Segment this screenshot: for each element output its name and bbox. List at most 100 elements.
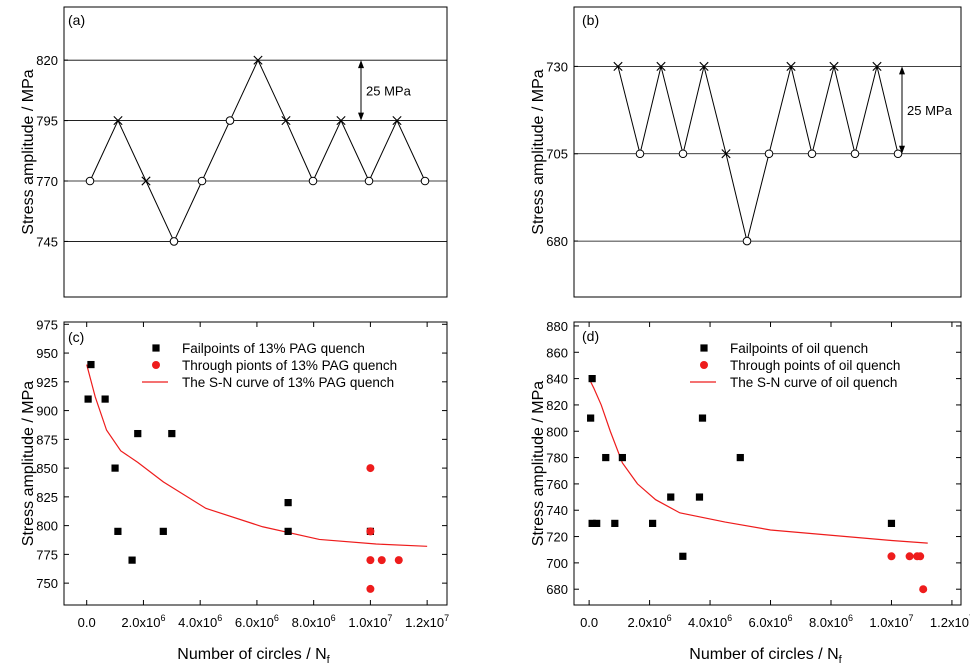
fail-point [588, 375, 596, 383]
y-axis-title: Stress amplitude / MPa [530, 381, 547, 547]
fail-point [284, 527, 292, 535]
through-point [377, 556, 386, 565]
y-tick-label: 775 [36, 547, 58, 562]
fail-point [159, 527, 167, 535]
failure-marker [656, 61, 666, 71]
legend-label: The S-N curve of 13% PAG quench [182, 375, 394, 390]
y-tick-label: 680 [546, 234, 568, 249]
fail-point [588, 519, 596, 527]
y-tick-label: 900 [36, 404, 58, 419]
runout-marker [85, 176, 95, 186]
sn-curve [86, 364, 428, 547]
legend-circle-swatch [700, 361, 708, 369]
y-tick-label: 700 [546, 556, 568, 571]
fail-point [736, 453, 744, 462]
failure-marker [253, 55, 263, 65]
y-tick-label: 730 [546, 59, 568, 74]
legend: Failpoints of 13% PAG quench Through pion… [142, 341, 397, 390]
arrow-down-icon [358, 112, 364, 121]
arrow-up-icon [358, 60, 364, 69]
x-tick-label: 1.0x107 [869, 613, 913, 630]
through-point [905, 552, 914, 561]
panel-label: (c) [68, 329, 84, 345]
fail-point [679, 552, 687, 560]
y-tick-label: 740 [546, 503, 568, 518]
staircase-panel-b: 680 705 730 (b) Stress amplitude / MPa 25 MPa [530, 6, 962, 298]
x-tick-label: 0.0 [78, 615, 96, 630]
through-point [887, 552, 896, 561]
runout-marker [850, 149, 860, 159]
arrow-down-icon [899, 145, 905, 154]
y-tick-label: 795 [36, 114, 58, 129]
x-tick-label: 6.0x106 [748, 613, 792, 630]
runout-marker [635, 149, 645, 159]
fail-point [695, 493, 704, 501]
y-axis-title: Stress amplitude / MPa [20, 381, 37, 547]
fail-point [698, 414, 707, 422]
runout-marker [807, 149, 817, 159]
x-tick-label: 1.2x107 [930, 613, 970, 630]
runout-marker [225, 116, 235, 125]
runout-marker [420, 176, 430, 186]
panel-label: (a) [68, 12, 85, 28]
failure-marker [829, 61, 839, 71]
y-tick-label: 705 [546, 147, 568, 162]
annotation-label: 25 MPa [366, 83, 412, 98]
fail-point [101, 395, 109, 403]
fail-point [168, 429, 176, 438]
y-tick-label: 925 [36, 375, 58, 390]
y-tick-label: 880 [546, 319, 568, 334]
plot-frame [63, 321, 448, 606]
fail-point [887, 519, 896, 527]
y-tick-label: 975 [36, 317, 58, 332]
fail-point [611, 519, 619, 527]
runout-marker [197, 176, 207, 186]
through-point [394, 556, 403, 565]
y-tick-label: 875 [36, 432, 58, 447]
fail-point [667, 493, 675, 501]
failure-marker [336, 115, 346, 126]
failure-marker [141, 176, 151, 186]
arrow-up-icon [899, 66, 905, 75]
through-point [919, 585, 928, 594]
legend-label: Failpoints of oil quench [730, 341, 868, 356]
fail-point [111, 464, 119, 472]
fail-point [587, 414, 595, 422]
legend-circle-swatch [152, 361, 160, 369]
failure-marker [113, 115, 123, 126]
fail-point [114, 527, 122, 535]
fail-point [134, 429, 142, 438]
through-point [916, 552, 925, 561]
plot-frame [573, 6, 962, 298]
failure-marker [613, 61, 623, 71]
y-tick-label: 840 [546, 372, 568, 387]
y-tick-label: 800 [546, 424, 568, 439]
panel-label: (d) [582, 328, 599, 344]
failure-marker [281, 115, 291, 126]
y-tick-label: 750 [36, 576, 58, 591]
x-tick-label: 0.0 [580, 615, 598, 630]
fail-point [87, 360, 95, 369]
scatter-panel-d: (d) 680 700 720 740 760 780 800 820 840 860 880 0.0 2… [530, 319, 970, 666]
y-tick-label: 820 [546, 398, 568, 413]
legend-label: Through points of oil quench [730, 358, 900, 373]
y-tick-label: 760 [546, 477, 568, 492]
y-tick-label: 720 [546, 530, 568, 545]
y-tick-label: 950 [36, 346, 58, 361]
failure-marker [721, 149, 731, 159]
runout-marker [742, 236, 752, 246]
y-tick-label: 770 [36, 174, 58, 189]
legend: Failpoints of oil quench Through points o… [690, 341, 900, 390]
plot-frame [63, 6, 448, 298]
runout-marker [308, 176, 318, 186]
y-tick-label: 800 [36, 519, 58, 534]
legend-square-swatch [700, 344, 708, 352]
failure-marker [392, 115, 402, 126]
y-tick-label: 860 [546, 345, 568, 360]
failure-marker [872, 61, 882, 71]
runout-marker [678, 149, 688, 159]
failure-marker [786, 61, 796, 71]
x-axis-title: Number of circles / Nf [177, 646, 330, 666]
through-point [366, 464, 375, 473]
